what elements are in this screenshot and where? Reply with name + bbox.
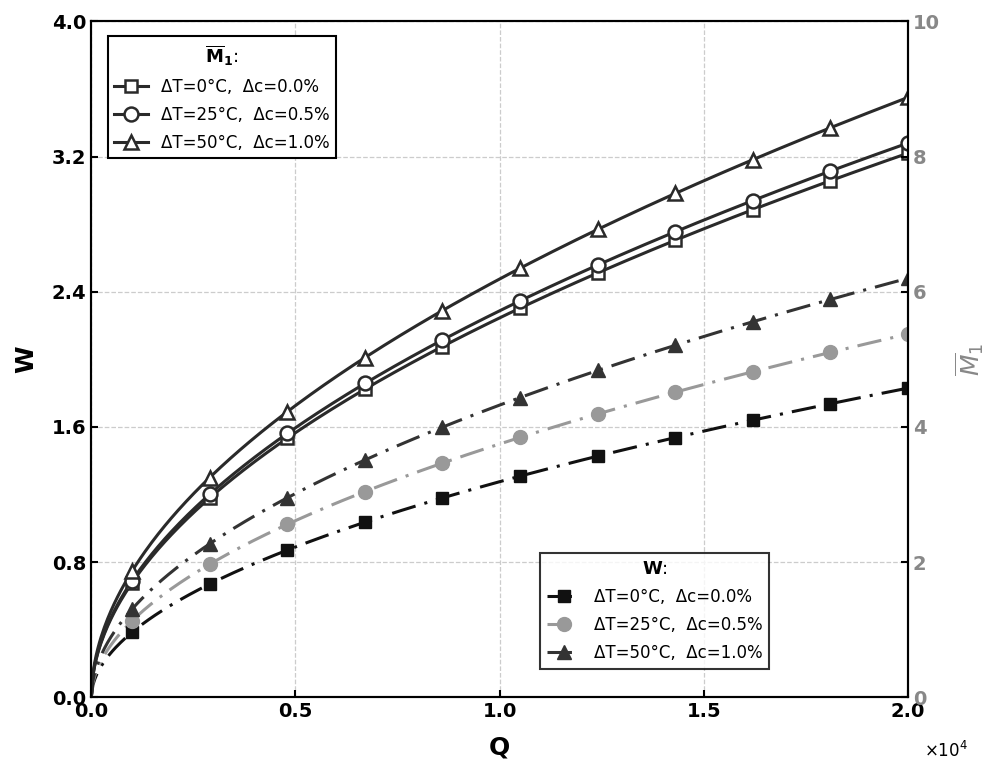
Legend: ΔT=0°C,  Δc=0.0%, ΔT=25°C,  Δc=0.5%, ΔT=50°C,  Δc=1.0%: ΔT=0°C, Δc=0.0%, ΔT=25°C, Δc=0.5%, ΔT=50… <box>540 553 769 669</box>
Text: $\times10^4$: $\times10^4$ <box>924 741 968 761</box>
Y-axis label: W: W <box>14 346 38 373</box>
Y-axis label: $\overline{M}_1$: $\overline{M}_1$ <box>954 342 986 376</box>
X-axis label: Q: Q <box>489 735 510 759</box>
